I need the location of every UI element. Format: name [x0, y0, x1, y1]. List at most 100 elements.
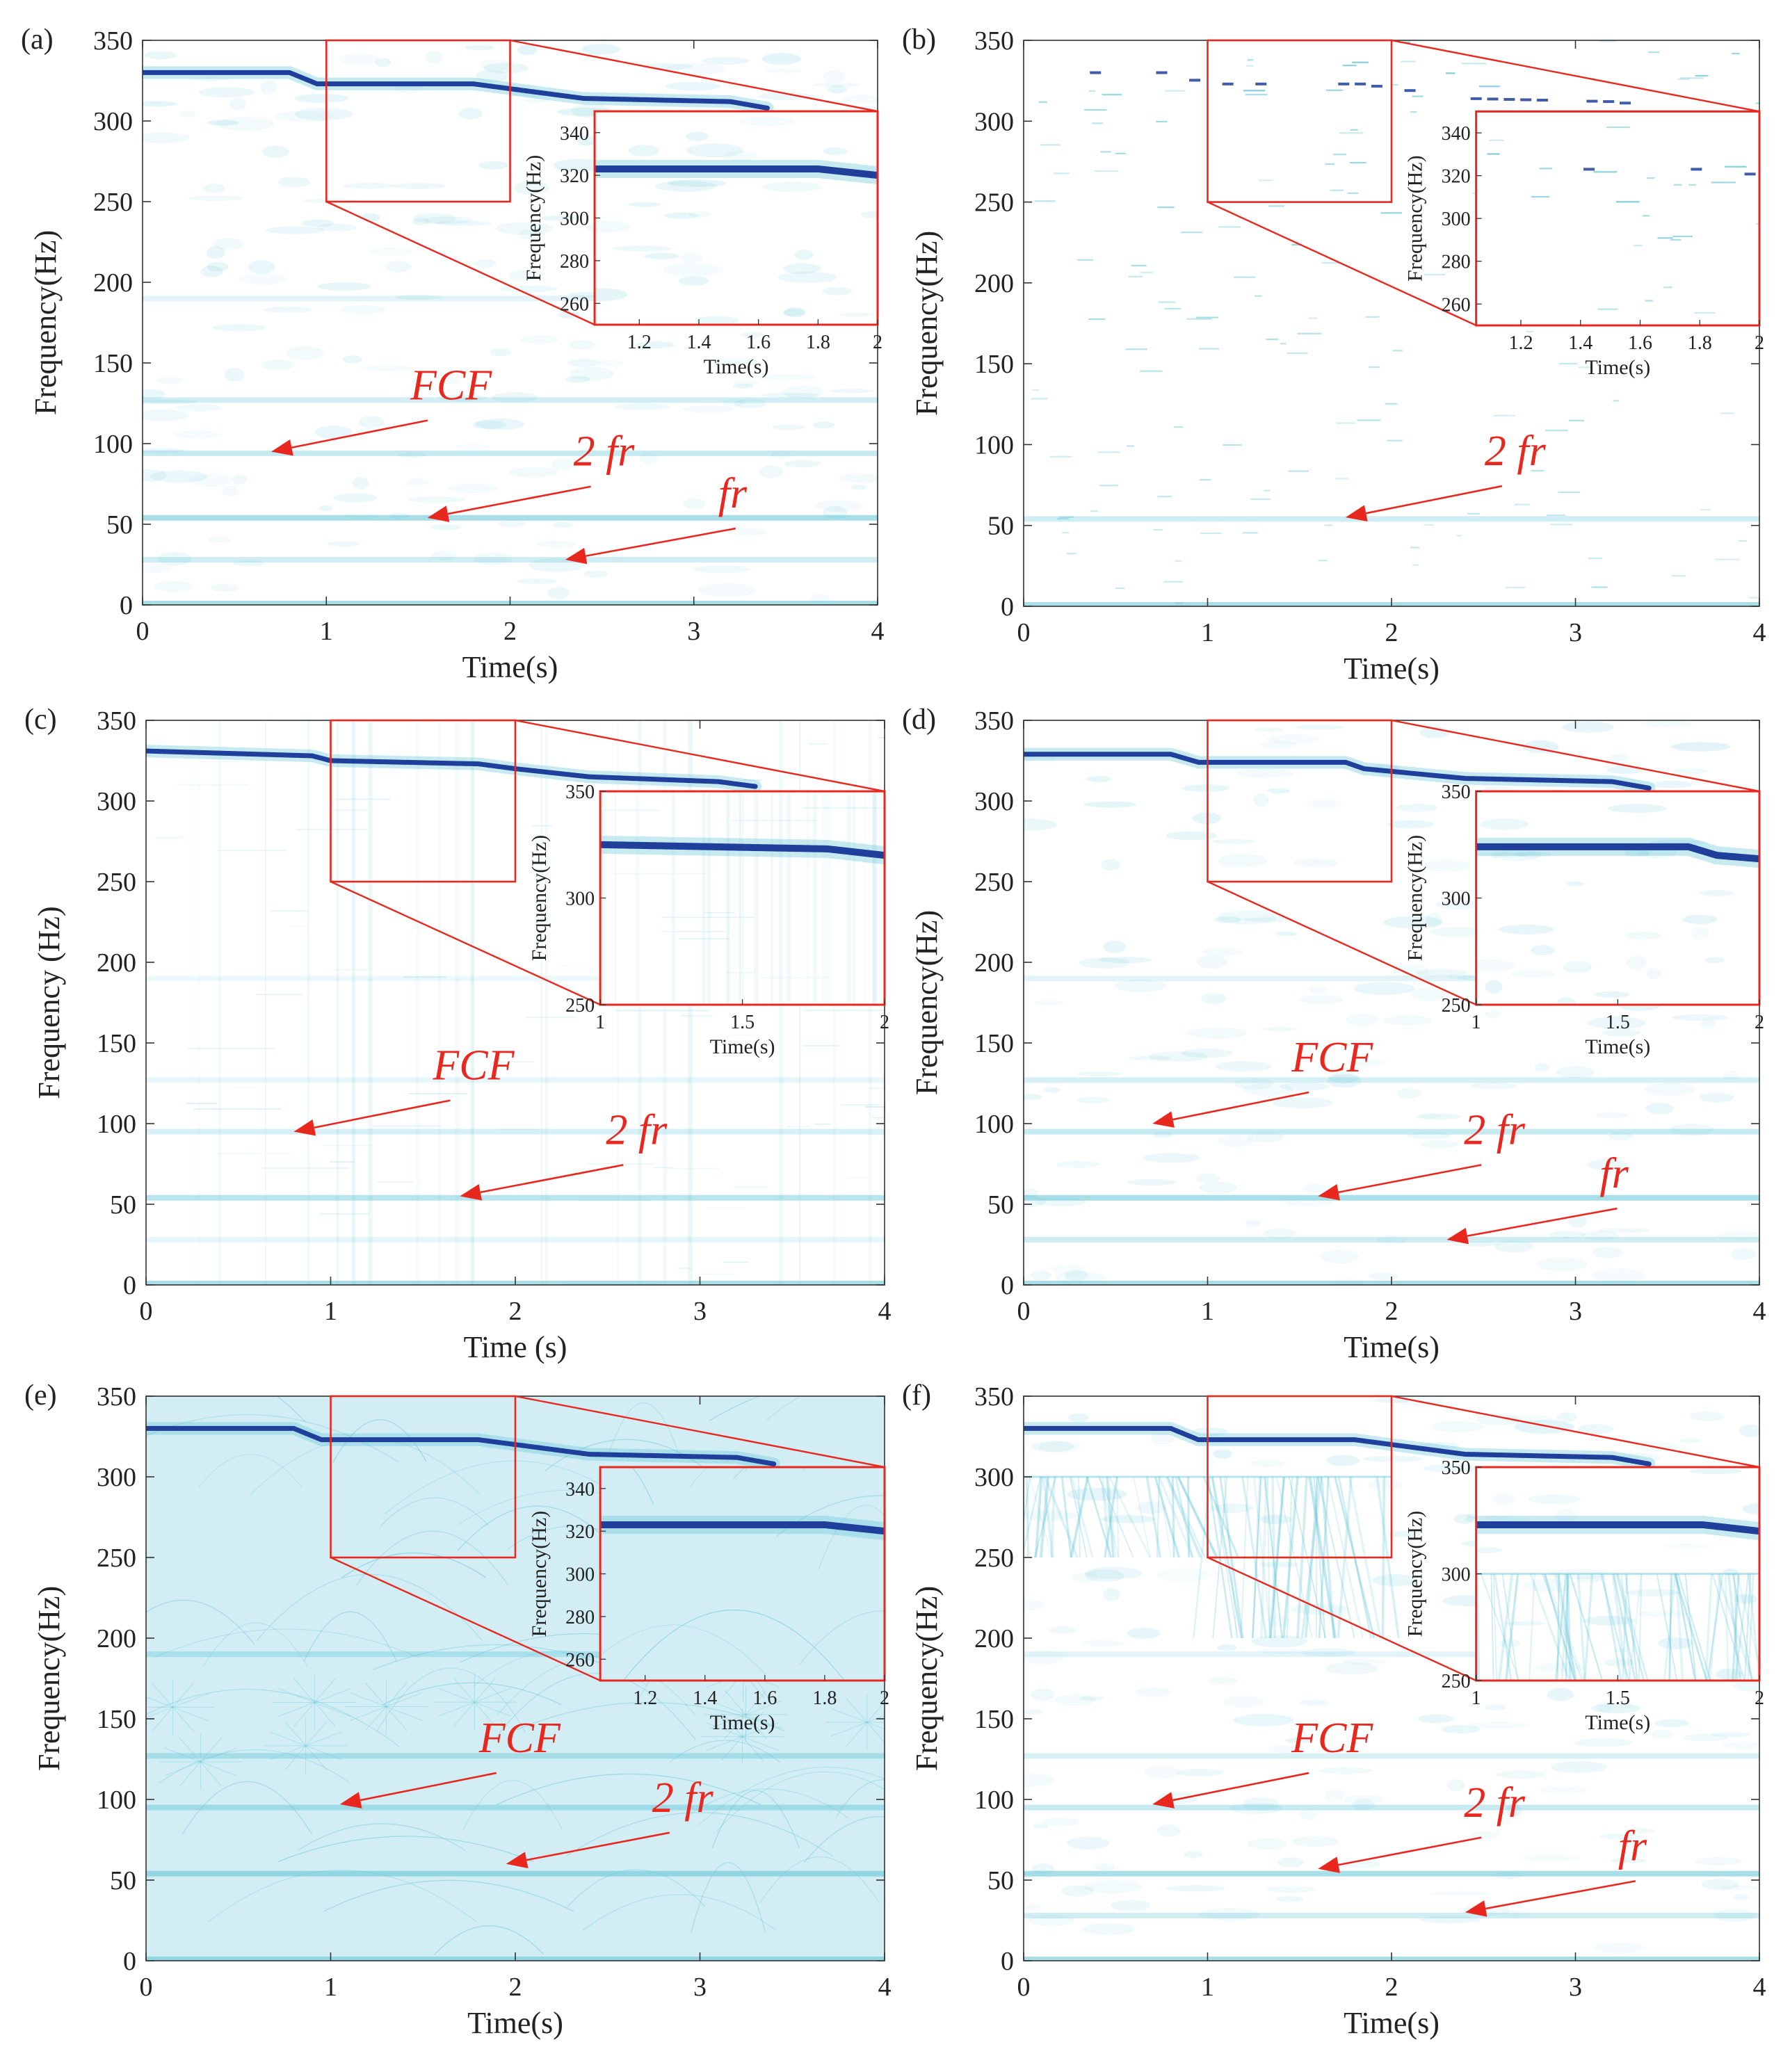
tf-energy-blob — [1217, 853, 1268, 868]
tf-energy-blob — [1372, 1574, 1418, 1587]
harmonic-band — [143, 515, 878, 521]
tf-energy-blob — [1423, 1464, 1479, 1473]
tf-streak — [329, 1161, 355, 1163]
tf-energy-blob — [1024, 1709, 1045, 1715]
tf-energy-blob — [1396, 1087, 1422, 1099]
tf-column — [635, 791, 640, 1005]
interference-arc — [513, 1702, 786, 1732]
panel-f: 0 1 2 3 4 0 50 100 150 200 250 300 350 Time(s) Frequen… — [902, 1379, 1766, 2040]
tf-energy-blob — [628, 145, 660, 156]
tf-energy-blob — [1654, 1719, 1690, 1727]
tf-column — [351, 720, 355, 1285]
tf-energy-blob — [1411, 987, 1446, 1002]
tf-column — [862, 791, 866, 1005]
tf-column — [726, 791, 730, 1005]
hatch-artifact — [1615, 1573, 1645, 1681]
tf-energy-blob — [1350, 1058, 1383, 1067]
tf-energy-blob — [412, 213, 456, 224]
tf-energy-blob — [212, 238, 243, 250]
inset-y-tick-label: 260 — [1442, 294, 1471, 316]
hatch-artifact — [1050, 1476, 1056, 1558]
tf-energy-blob — [1419, 1916, 1481, 1924]
inset-x-tick-label: 2 — [1755, 332, 1764, 354]
tf-streak — [328, 809, 369, 811]
tf-energy-blob — [1064, 1270, 1088, 1281]
hatch-artifact — [1104, 1476, 1118, 1558]
inset-y-tick-label: 340 — [565, 1479, 595, 1500]
tf-streak — [218, 850, 287, 851]
tf-point — [1380, 212, 1402, 214]
tf-energy-blob — [210, 583, 239, 592]
annotation-arrow-1-head — [1152, 1111, 1175, 1128]
tf-energy-blob — [733, 380, 759, 387]
tf-energy-blob — [812, 82, 862, 88]
tf-streak — [372, 1125, 441, 1127]
tf-point — [1671, 575, 1686, 577]
interference-star — [269, 1731, 342, 1761]
inset-x-tick-label: 1.2 — [1508, 332, 1533, 354]
tf-energy-blob — [1103, 1587, 1120, 1601]
tf-energy-blob — [1392, 964, 1429, 978]
tf-energy-blob — [1072, 1572, 1098, 1583]
tf-energy-blob — [1742, 1503, 1759, 1515]
tf-energy-blob — [1342, 1658, 1387, 1665]
y-tick-label: 100 — [974, 1110, 1014, 1139]
tf-energy-blob — [784, 307, 806, 318]
tf-energy-blob — [1563, 960, 1593, 973]
tf-energy-blob — [1669, 1124, 1715, 1136]
tf-point — [1590, 586, 1608, 588]
hatch-artifact — [1612, 1573, 1637, 1681]
tf-energy-blob — [1485, 1010, 1501, 1019]
tf-streak — [334, 969, 371, 971]
inset-y-axis-label: Frequency(Hz) — [528, 835, 551, 962]
hatch-artifact — [1061, 1476, 1072, 1558]
x-tick-label: 4 — [1753, 618, 1766, 647]
tf-point — [1031, 389, 1040, 391]
tf-streak — [526, 1017, 577, 1018]
tf-energy-blob — [1430, 1421, 1484, 1433]
tf-energy-blob — [794, 249, 814, 260]
interference-star — [709, 1700, 782, 1729]
tf-energy-blob — [319, 505, 333, 512]
inset-x-tick-label: 2 — [880, 1687, 889, 1709]
tf-energy-blob — [1031, 1688, 1055, 1701]
tf-column — [470, 720, 474, 1285]
tf-point — [1333, 154, 1346, 156]
tf-energy-blob — [156, 377, 182, 385]
tf-point — [1140, 370, 1163, 372]
tf-energy-blob — [294, 93, 349, 103]
tf-energy-blob — [1083, 801, 1137, 808]
tf-point — [1526, 330, 1534, 332]
tf-point — [1199, 479, 1211, 481]
x-tick-label: 0 — [1017, 618, 1031, 647]
tf-point — [1365, 316, 1380, 318]
tf-energy-blob — [1156, 1824, 1181, 1837]
x-tick-label: 1 — [1201, 1297, 1214, 1326]
hatch-artifact — [1044, 1476, 1079, 1558]
tf-energy-blob — [458, 107, 483, 120]
tf-energy-blob — [206, 120, 239, 126]
y-tick-label: 150 — [97, 1705, 136, 1734]
tf-energy-blob — [157, 551, 192, 566]
hatch-artifact — [1622, 1573, 1628, 1681]
tf-point — [1593, 171, 1618, 173]
tf-energy-blob — [828, 85, 847, 94]
tf-point — [1505, 586, 1526, 588]
interference-star — [269, 1731, 342, 1761]
tf-point — [1234, 276, 1256, 278]
tf-energy-blob — [1217, 1644, 1238, 1651]
hatch-artifact — [1145, 1476, 1162, 1558]
hatch-artifact — [1069, 1476, 1088, 1558]
annotation-arrow-1-head — [1345, 505, 1368, 521]
ridge-fragment — [1536, 98, 1548, 102]
tf-energy-blob — [541, 216, 577, 221]
inset-y-tick-label: 250 — [1442, 1671, 1471, 1692]
y-tick-label: 350 — [974, 1382, 1014, 1411]
harmonic-band — [146, 1753, 885, 1759]
tf-energy-blob — [1581, 1231, 1620, 1240]
tf-energy-blob — [839, 312, 876, 317]
tf-energy-blob — [1182, 784, 1229, 792]
y-tick-label: 300 — [974, 787, 1014, 816]
y-axis-label: Frequency(Hz) — [910, 231, 944, 416]
